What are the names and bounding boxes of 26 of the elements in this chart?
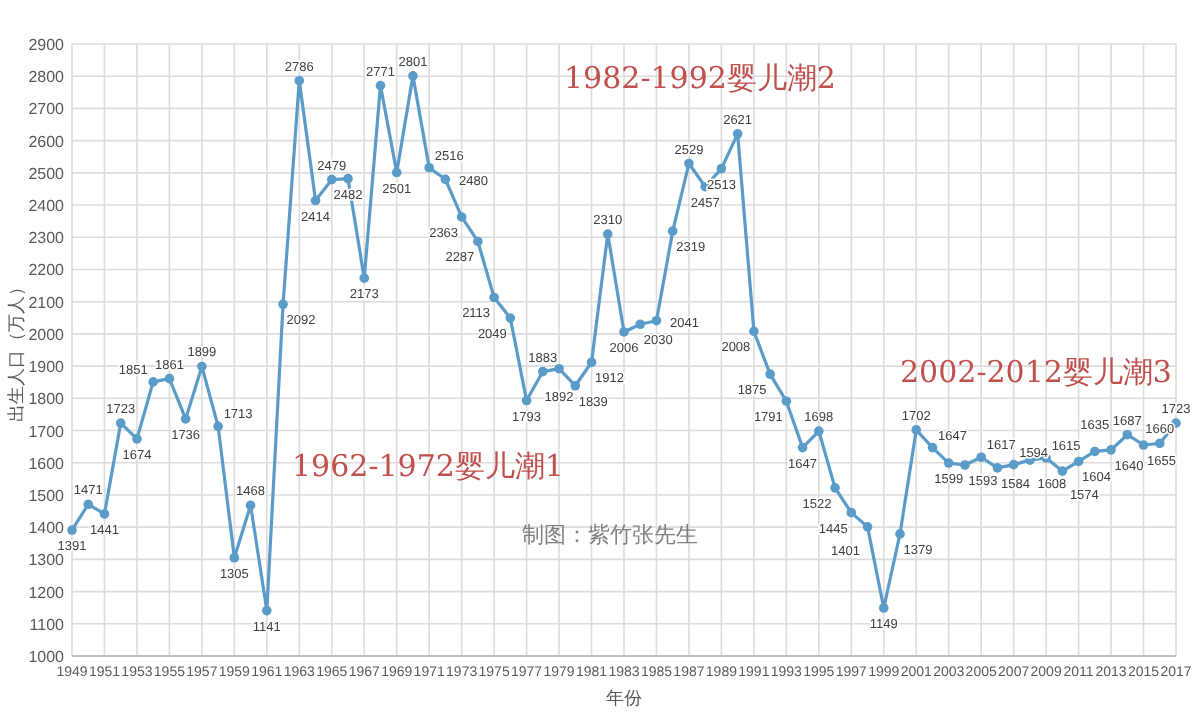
y-tick-label: 1000: [28, 648, 66, 666]
y-tick-label: 2200: [28, 261, 66, 280]
y-tick-label: 2100: [28, 293, 66, 312]
y-tick-label: 1200: [28, 583, 66, 602]
y-tick-label: 2500: [28, 164, 66, 183]
y-axis-title: 出生人口（万人）: [6, 278, 26, 422]
y-tick-label: 2700: [28, 100, 66, 119]
y-tick-label: 2300: [28, 229, 66, 248]
y-tick-label: 2000: [28, 325, 66, 344]
y-tick-label: 1700: [28, 422, 66, 441]
y-tick-label: 2900: [28, 36, 66, 54]
x-axis-title: 年份: [606, 688, 642, 708]
y-tick-label: 1500: [28, 486, 66, 505]
annotation: 1962-1972婴儿潮1: [292, 448, 564, 484]
y-tick-label: 1800: [28, 390, 66, 409]
y-tick-label: 2600: [28, 132, 66, 151]
y-tick-label: 1900: [28, 358, 66, 377]
y-tick-label: 1300: [28, 551, 66, 570]
y-tick-label: 2400: [28, 197, 66, 216]
y-tick-label: 1100: [29, 615, 66, 634]
annotation: 2002-2012婴儿潮3: [900, 354, 1172, 390]
annotation: 1982-1992婴儿潮2: [564, 60, 836, 96]
annotation: 制图：紫竹张先生: [522, 522, 698, 548]
y-tick-label: 1400: [28, 519, 66, 538]
y-tick-label: 1600: [28, 454, 66, 473]
y-tick-label: 2800: [28, 68, 66, 87]
